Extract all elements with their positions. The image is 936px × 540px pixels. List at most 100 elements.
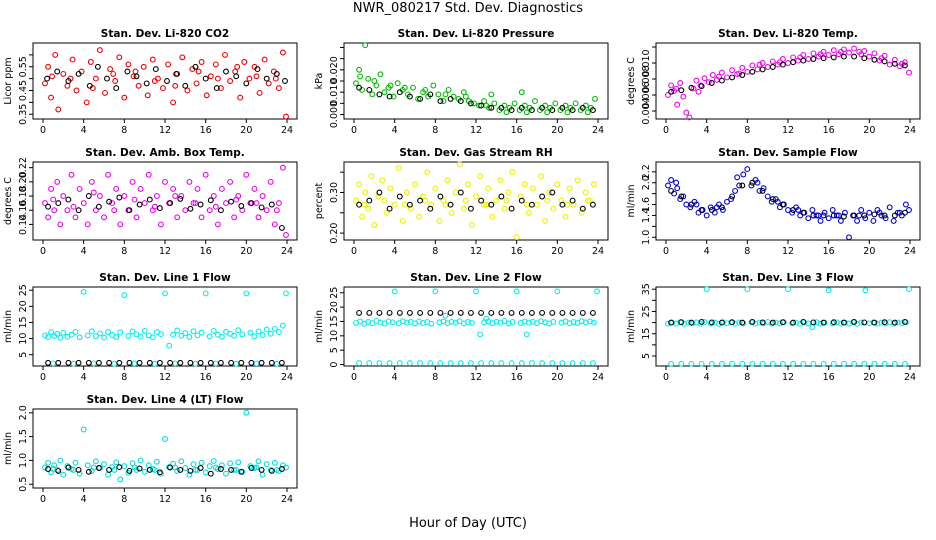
data-point bbox=[498, 360, 505, 367]
data-point bbox=[891, 56, 898, 63]
data-point bbox=[376, 189, 383, 196]
data-point bbox=[386, 93, 393, 100]
data-point bbox=[235, 459, 242, 466]
data-point bbox=[110, 70, 117, 77]
data-point bbox=[65, 78, 72, 84]
data-point bbox=[377, 319, 384, 326]
data-point bbox=[50, 360, 57, 367]
data-point bbox=[471, 100, 477, 107]
x-tick-label: 8 bbox=[432, 125, 438, 136]
data-point bbox=[858, 51, 865, 58]
data-point bbox=[890, 217, 897, 224]
data-point bbox=[178, 193, 185, 199]
data-point bbox=[678, 360, 685, 367]
data-point bbox=[830, 319, 837, 326]
data-point bbox=[151, 203, 158, 210]
data-point bbox=[160, 85, 166, 92]
data-point bbox=[60, 471, 67, 478]
data-point bbox=[178, 332, 185, 339]
x-tick-label: 16 bbox=[823, 372, 835, 383]
data-point bbox=[422, 197, 429, 204]
x-tick-label: 8 bbox=[432, 372, 438, 383]
data-point bbox=[383, 209, 390, 216]
data-point bbox=[680, 193, 687, 200]
y-tick-label: 1.6 bbox=[641, 197, 652, 212]
data-point bbox=[493, 318, 500, 325]
data-point bbox=[554, 288, 561, 295]
data-point bbox=[552, 100, 559, 107]
data-point bbox=[680, 93, 687, 100]
data-point bbox=[48, 185, 55, 192]
data-point bbox=[387, 185, 394, 192]
data-point bbox=[239, 331, 246, 338]
data-point bbox=[190, 200, 197, 207]
data-point bbox=[366, 197, 373, 204]
data-point bbox=[501, 205, 508, 212]
panel-title: Stan. Dev. Sample Flow bbox=[718, 147, 858, 159]
data-point bbox=[728, 196, 735, 203]
data-point bbox=[467, 205, 474, 212]
data-point bbox=[105, 329, 112, 336]
x-tick-label: 0 bbox=[663, 246, 669, 257]
data-point bbox=[693, 77, 700, 84]
data-point bbox=[744, 286, 751, 293]
data-point bbox=[756, 187, 763, 194]
data-point bbox=[817, 217, 824, 224]
data-point bbox=[135, 82, 142, 89]
data-point bbox=[76, 470, 83, 477]
x-tick-label: 12 bbox=[470, 372, 482, 383]
data-point bbox=[207, 73, 214, 80]
data-point bbox=[462, 197, 469, 204]
data-point bbox=[528, 201, 535, 208]
data-point bbox=[206, 463, 213, 470]
data-point bbox=[586, 318, 593, 325]
y-tick-label: 5 bbox=[329, 347, 340, 353]
data-point bbox=[167, 464, 174, 471]
data-point bbox=[785, 60, 791, 66]
data-point bbox=[357, 73, 364, 80]
y-tick-label: 0.18 bbox=[18, 185, 29, 206]
data-point bbox=[146, 359, 153, 366]
data-point bbox=[365, 205, 372, 212]
data-point bbox=[464, 319, 471, 325]
data-point bbox=[394, 80, 401, 87]
data-point bbox=[243, 290, 250, 297]
data-point bbox=[391, 201, 398, 208]
data-point bbox=[87, 59, 94, 65]
data-point bbox=[381, 197, 388, 204]
data-point bbox=[858, 319, 865, 326]
data-point bbox=[356, 181, 363, 188]
data-point bbox=[156, 469, 163, 476]
data-point bbox=[72, 328, 79, 335]
data-point bbox=[861, 48, 868, 54]
x-tick-label: 12 bbox=[470, 246, 482, 257]
data-point bbox=[840, 360, 847, 367]
data-point bbox=[840, 319, 847, 326]
plot-frame bbox=[655, 161, 921, 241]
data-point bbox=[95, 203, 102, 210]
data-point bbox=[756, 319, 763, 326]
data-point bbox=[263, 326, 270, 333]
x-tick-label: 20 bbox=[240, 372, 252, 383]
data-point bbox=[133, 214, 140, 221]
data-point bbox=[830, 212, 837, 219]
data-point bbox=[167, 359, 174, 366]
data-point bbox=[156, 205, 163, 212]
data-point bbox=[772, 319, 779, 326]
data-point bbox=[283, 113, 289, 120]
data-point bbox=[198, 59, 205, 65]
x-tick-label: 12 bbox=[782, 372, 794, 383]
data-point bbox=[457, 98, 464, 105]
data-point bbox=[72, 214, 79, 221]
data-point bbox=[197, 201, 204, 208]
data-point bbox=[840, 53, 847, 60]
x-tick-label: 4 bbox=[81, 246, 87, 257]
data-point bbox=[488, 91, 495, 98]
data-point bbox=[764, 193, 771, 200]
data-point bbox=[259, 193, 266, 199]
y-tick-label: 0 bbox=[329, 362, 340, 368]
data-point bbox=[878, 319, 885, 326]
data-point bbox=[70, 360, 77, 367]
data-point bbox=[202, 171, 209, 178]
